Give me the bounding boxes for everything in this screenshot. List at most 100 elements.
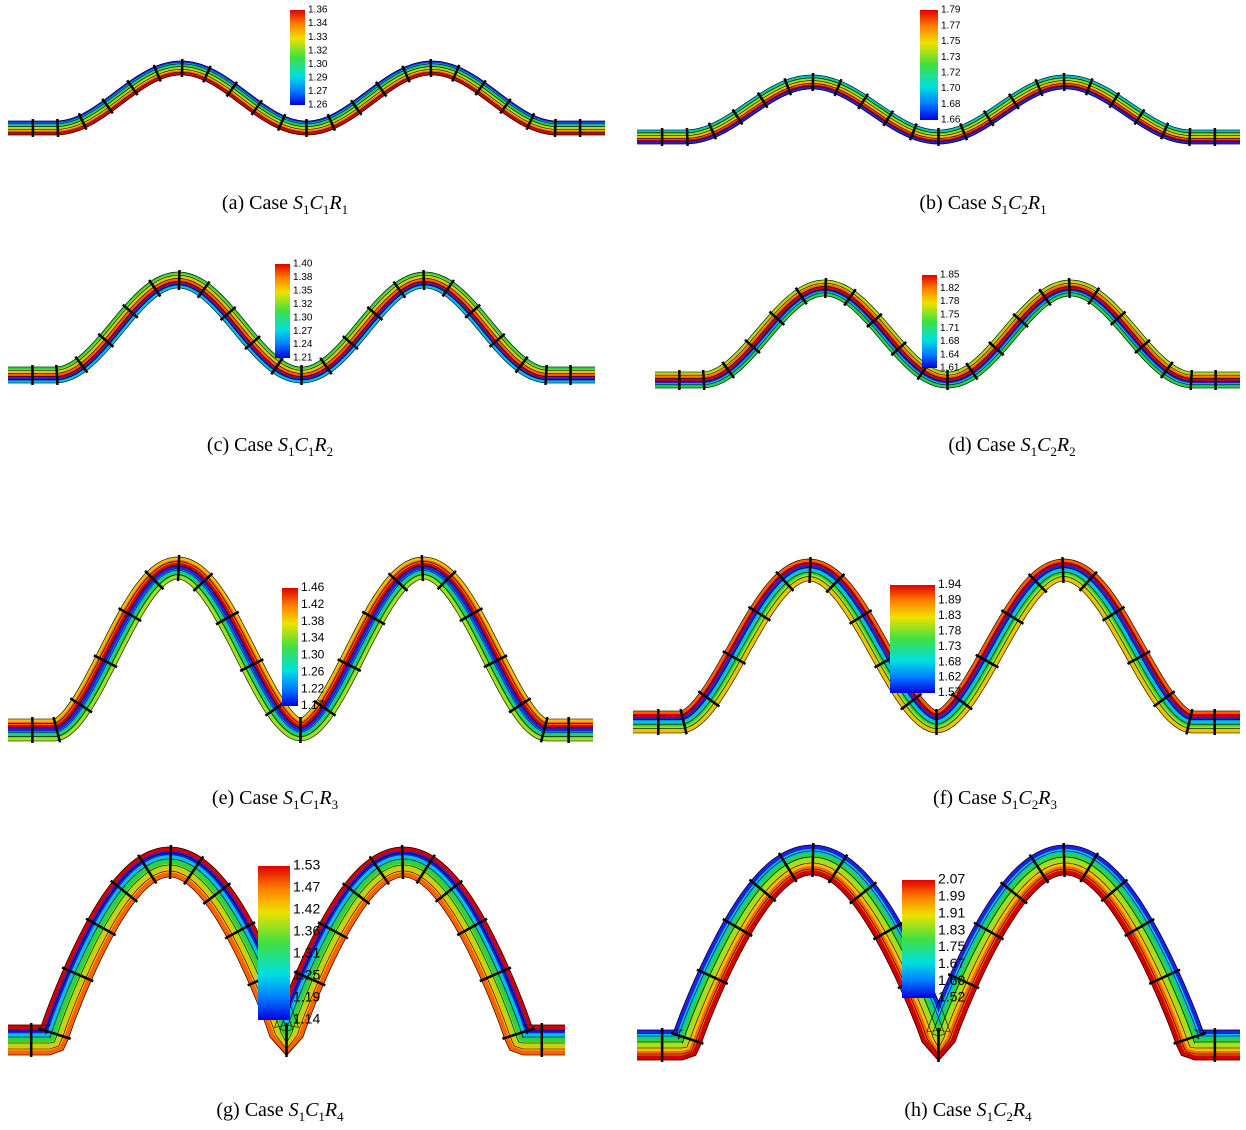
colorbar-label: 1.17 <box>301 698 325 712</box>
colorbar-label: 1.52 <box>938 989 965 1005</box>
colorbar-label: 1.32 <box>308 45 328 56</box>
caption-label: (f) Case <box>933 787 1002 809</box>
colorbar-label: 1.66 <box>941 115 961 126</box>
colorbar-label: 1.26 <box>301 664 325 678</box>
caption: (d) Case S1C2R2 <box>948 434 1075 460</box>
colorbar-label: 1.38 <box>301 614 325 628</box>
colorbar-label: 1.22 <box>301 681 325 695</box>
colorbar-label: 1.75 <box>940 309 960 320</box>
colorbar-label: 1.19 <box>293 989 320 1005</box>
colorbar <box>290 10 305 105</box>
math-symbol: S <box>289 1099 299 1121</box>
caption-label: (b) Case <box>919 192 991 214</box>
colorbar-label: 1.77 <box>941 20 961 31</box>
math-symbol: R <box>1038 787 1050 809</box>
colorbar-label: 1.30 <box>308 59 328 70</box>
colorbar <box>258 866 290 1020</box>
figure-graphics: 1.361.341.331.321.301.291.271.261.791.77… <box>0 0 1246 1130</box>
colorbar-label: 1.68 <box>938 654 962 668</box>
math-symbol: R <box>1013 1099 1025 1121</box>
colorbar-label: 1.83 <box>938 921 965 937</box>
math-symbol: C <box>295 434 308 456</box>
math-symbol: C <box>305 1099 318 1121</box>
colorbar-label: 1.36 <box>293 923 320 939</box>
math-symbol: S <box>977 1099 987 1121</box>
colorbar-label: 1.36 <box>308 5 328 16</box>
math-symbol: C <box>1037 434 1050 456</box>
colorbar <box>920 10 938 120</box>
caption: (g) Case S1C1R4 <box>216 1099 343 1125</box>
colorbar-label: 1.85 <box>940 270 960 281</box>
colorbar-label: 1.35 <box>293 285 313 296</box>
math-symbol: R <box>1057 434 1069 456</box>
colorbar-label: 1.68 <box>941 99 961 110</box>
math-symbol: R <box>319 787 331 809</box>
colorbar-label: 1.30 <box>293 312 313 323</box>
colorbar-label: 1.82 <box>940 283 960 294</box>
math-symbol: S <box>278 434 288 456</box>
colorbar-label: 1.47 <box>293 879 320 895</box>
colorbar-label: 1.42 <box>293 901 320 917</box>
caption: (a) Case S1C1R1 <box>222 192 348 218</box>
colorbar-label: 1.64 <box>940 349 960 360</box>
caption-label: (e) Case <box>212 787 283 809</box>
vector-marker <box>555 119 556 137</box>
caption-label: (d) Case <box>948 434 1020 456</box>
colorbar <box>902 880 935 998</box>
vector-marker <box>422 555 423 581</box>
math-symbol: S <box>1021 434 1031 456</box>
colorbar-label: 1.34 <box>301 631 325 645</box>
streamline <box>633 572 1240 724</box>
caption-label: (h) Case <box>904 1099 976 1121</box>
colorbar-label: 1.33 <box>308 32 328 43</box>
math-subscript: 4 <box>337 1109 344 1124</box>
colorbar-label: 1.78 <box>940 296 960 307</box>
colorbar-label: 1.67 <box>938 955 965 971</box>
flow-band <box>633 570 1240 722</box>
math-symbol: R <box>314 434 326 456</box>
colorbar-label: 1.24 <box>293 339 313 350</box>
vector-marker <box>703 370 704 390</box>
panel: 1.361.341.331.321.301.291.271.26 <box>8 5 605 137</box>
colorbar <box>922 275 937 368</box>
math-subscript: 2 <box>327 444 334 459</box>
math-symbol: C <box>310 192 323 214</box>
math-symbol: S <box>992 192 1002 214</box>
vector-marker <box>825 278 826 298</box>
math-symbol: C <box>1008 192 1021 214</box>
colorbar-label: 1.70 <box>941 83 961 94</box>
colorbar-label: 1.94 <box>938 577 962 591</box>
caption: (h) Case S1C2R4 <box>904 1099 1031 1125</box>
caption: (b) Case S1C2R1 <box>919 192 1046 218</box>
math-subscript: 3 <box>1050 797 1057 812</box>
colorbar-label: 1.72 <box>941 67 961 78</box>
colorbar-label: 1.21 <box>293 353 313 364</box>
colorbar-label: 1.91 <box>938 904 965 920</box>
vector-marker <box>402 845 403 879</box>
vector-marker <box>423 270 424 290</box>
colorbar-label: 1.40 <box>293 259 313 270</box>
figure: 1.361.341.331.321.301.291.271.261.791.77… <box>0 0 1246 1130</box>
colorbar-label: 1.78 <box>938 623 962 637</box>
colorbar-label: 1.14 <box>293 1011 320 1027</box>
vector-marker <box>1191 370 1192 390</box>
colorbar-label: 1.79 <box>941 5 961 16</box>
math-symbol: C <box>300 787 313 809</box>
vector-marker <box>1069 278 1070 298</box>
math-subscript: 4 <box>1025 1109 1032 1124</box>
caption-label: (a) Case <box>222 192 293 214</box>
panel: 1.851.821.781.751.711.681.641.61 <box>655 270 1240 390</box>
math-symbol: R <box>1028 192 1040 214</box>
colorbar-label: 1.27 <box>308 86 328 97</box>
caption-label: (c) Case <box>207 434 278 456</box>
caption: (e) Case S1C1R3 <box>212 787 338 813</box>
vector-marker <box>170 845 171 879</box>
flow-band <box>633 573 1240 725</box>
caption: (f) Case S1C2R3 <box>933 787 1057 813</box>
panel: 1.941.891.831.781.731.681.621.57 <box>633 557 1240 735</box>
colorbar-label: 1.26 <box>308 100 328 111</box>
colorbar-label: 1.73 <box>938 639 962 653</box>
colorbar-label: 1.34 <box>308 18 328 29</box>
math-symbol: C <box>993 1099 1006 1121</box>
vector-marker <box>1064 843 1065 877</box>
